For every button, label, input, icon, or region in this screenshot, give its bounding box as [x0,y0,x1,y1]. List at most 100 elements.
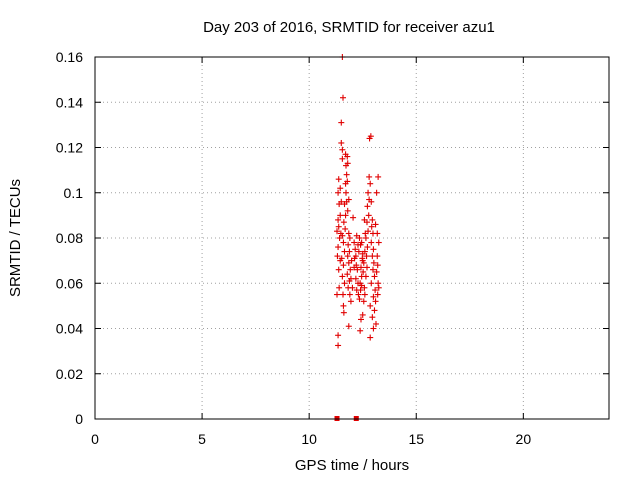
data-point [357,327,364,334]
data-point [361,216,368,223]
data-point [340,262,347,269]
data-point [346,248,353,255]
y-tick-label: 0.08 [56,230,83,246]
data-point [337,185,344,192]
data-point [338,119,345,126]
data-point [340,239,347,246]
data-point [340,94,347,101]
data-point [335,176,342,183]
y-tick-label: 0.04 [56,321,83,337]
data-point [367,302,374,309]
data-point [370,246,377,253]
data-point [351,264,358,271]
data-point [365,212,372,219]
data-point [374,262,381,269]
data-point [372,298,379,305]
data-point [357,264,364,271]
data-point [363,264,370,271]
data-point [352,246,359,253]
data-point [368,198,375,205]
y-tick-label: 0 [75,411,83,427]
data-point [374,291,381,298]
y-tick-label: 0.1 [64,185,84,201]
data-point [337,212,344,219]
y-tick-label: 0.06 [56,275,83,291]
data-point [374,230,381,237]
data-point [361,291,368,298]
data-point [354,266,361,273]
y-tick-labels: 0 0.02 0.04 0.06 0.08 0.1 0.12 0.14 0.16 [56,49,83,427]
data-point [334,291,341,298]
data-point [340,309,347,316]
data-point [352,253,359,260]
data-point [351,239,358,246]
data-point [344,178,351,185]
data-point [365,189,372,196]
data-point [348,257,355,264]
data-point [353,232,360,239]
data-point [374,253,381,260]
data-point [369,216,376,223]
data-point [347,275,354,282]
data-point [344,271,351,278]
data-point [339,155,346,162]
data-point [372,221,379,228]
data-point [359,257,366,264]
data-point [358,239,365,246]
data-point [356,296,363,303]
data-point [362,235,369,241]
data-point [343,189,350,196]
x-tick-label: 20 [516,431,532,447]
data-point [340,291,347,298]
data-point [355,248,362,255]
data-point [355,291,362,298]
data-point [341,280,348,287]
x-axis-title: GPS time / hours [295,457,409,474]
data-point [367,180,374,187]
data-point [366,173,373,180]
data-point [371,273,378,280]
data-point [373,189,380,196]
data-point [338,139,345,146]
data-point [375,280,382,287]
data-point [334,253,341,260]
data-point [364,203,371,210]
data-point [334,228,341,235]
x-tick-label: 15 [408,431,424,447]
x-tick-labels: 0 5 10 15 20 [91,431,531,447]
data-point [370,259,377,266]
data-point [375,239,382,246]
data-point [343,198,350,205]
plot-frame [94,56,610,420]
data-point [368,239,375,246]
y-tick-label: 0.12 [56,140,83,156]
x-tick-label: 0 [91,431,99,447]
data-point [339,146,346,153]
data-point [368,223,375,230]
x-tick-label: 5 [198,431,206,447]
data-point [373,268,380,275]
data-point [340,302,347,309]
data-point [340,219,347,226]
data-point [335,223,342,230]
data-point [354,241,361,248]
data-point [350,214,357,221]
data-point [338,198,345,205]
data-point [347,266,354,273]
data-point [349,284,356,291]
data-point [335,342,342,349]
data-point [362,230,369,237]
data-point [375,284,382,291]
data-point [347,298,354,305]
data-point [342,151,349,158]
data-point [362,273,369,280]
data-point [363,253,370,260]
data-point [375,173,382,180]
data-points [334,54,382,349]
data-point [360,268,367,275]
data-point [335,266,342,273]
data-point [342,225,349,232]
data-point [360,298,367,305]
y-tick-label: 0.16 [56,49,83,65]
